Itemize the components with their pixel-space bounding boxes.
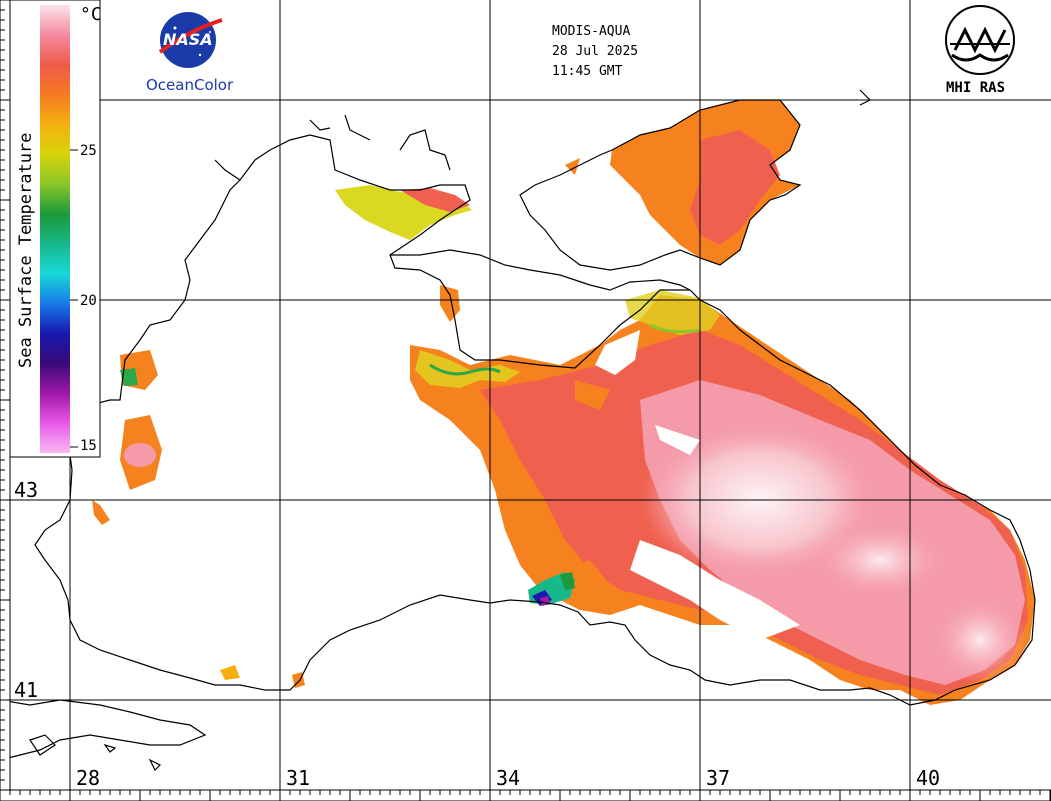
colorbar-unit: °C [80,4,102,25]
sst-hot-zone-2 [930,595,1030,685]
colorbar-title: Sea Surface Temperature [16,132,36,368]
colorbar [9,0,101,458]
coast-west-north [34,134,1036,706]
nasa-logo [158,12,223,68]
sst-field-black-sea [410,290,1035,705]
sensor-label: MODIS-AQUA [552,24,631,39]
date-label: 28 Jul 2025 [552,44,639,59]
nasa-logo-text: NASA [163,30,213,49]
cloud-gap-south [630,540,800,640]
colorbar-tick-15: 15 [80,438,97,454]
lon-label-28: 28 [76,766,101,790]
coast-crimea [390,249,691,291]
mhi-ras-label: MHI RAS [946,80,1006,96]
lon-label-34: 34 [496,766,521,790]
sst-yellow-filament [415,350,520,388]
sst-field-nw-shelf [92,185,472,688]
colorbar-tick-25: 25 [80,143,97,159]
lon-label-37: 37 [706,766,731,790]
colorbar-ramp [40,5,70,453]
colorbar-tick-20: 20 [80,293,97,309]
lat-label-41: 41 [14,678,39,702]
lat-label-43: 43 [14,478,39,502]
sst-field-azov-sea [565,100,800,265]
lon-label-31: 31 [286,766,311,790]
lon-label-40: 40 [916,766,941,790]
mhi-ras-logo [945,5,1015,75]
time-label: 11:45 GMT [552,64,623,79]
oceancolor-label: OceanColor [146,76,234,94]
